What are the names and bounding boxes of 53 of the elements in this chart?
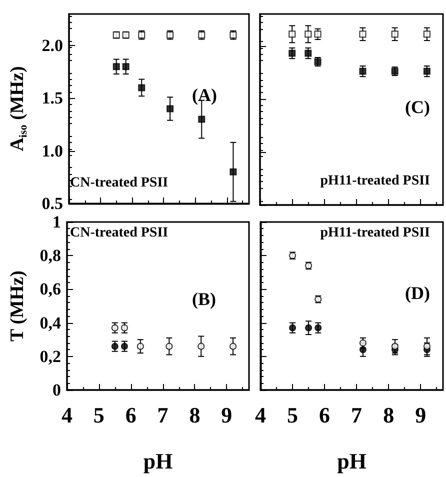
- y-tick-label: 1: [52, 212, 61, 232]
- y-tick-label: 2.0: [42, 36, 63, 56]
- point: [304, 30, 312, 38]
- y-tick-label: 1.0: [42, 141, 63, 160]
- x-tick-label: 9: [415, 402, 426, 428]
- point: [391, 30, 398, 38]
- point: [423, 30, 430, 38]
- y-tick-label: 0,2: [40, 346, 61, 366]
- x-tick-label: 8: [189, 402, 200, 428]
- x-tick-label: 7: [351, 402, 362, 428]
- point: [305, 324, 312, 332]
- x-axis-title: pH: [337, 448, 366, 474]
- point: [423, 68, 430, 75]
- x-tick-label: 4: [255, 402, 266, 428]
- x-tick-label: 9: [221, 402, 232, 428]
- point: [314, 324, 322, 332]
- annotation: (A): [192, 85, 217, 105]
- annotation: (C): [405, 97, 430, 117]
- point: [122, 63, 130, 70]
- annotation: CN-treated PSII: [70, 176, 168, 190]
- y-tick-label: 0: [52, 380, 61, 400]
- point: [288, 50, 296, 57]
- point: [359, 68, 366, 75]
- y-tick-label: 0,4: [40, 313, 62, 332]
- x-tick-label: 5: [287, 402, 298, 428]
- x-tick-label: 8: [383, 402, 394, 428]
- annotation: CN-treated PSII: [70, 226, 168, 240]
- y-axis-title: T (MHz): [7, 270, 28, 342]
- y-tick-label: 0,8: [40, 246, 61, 266]
- point: [198, 116, 206, 123]
- x-tick-label: 5: [93, 402, 104, 428]
- x-tick-label: 6: [125, 402, 136, 428]
- point: [288, 30, 296, 38]
- point: [112, 63, 120, 70]
- point: [289, 324, 296, 332]
- y-tick-label: 0.5: [42, 194, 63, 213]
- y-axis-title: Aiso (MHz): [7, 66, 30, 152]
- point: [230, 168, 237, 176]
- annotation: pH11-treated PSII: [320, 226, 430, 240]
- point: [359, 30, 366, 38]
- annotation: pH11-treated PSII: [320, 174, 430, 188]
- annotation: (D): [405, 283, 430, 303]
- point: [166, 105, 174, 112]
- x-tick-label: 6: [319, 402, 330, 428]
- y-tick-label: 1.5: [42, 88, 63, 108]
- x-tick-label: 4: [62, 402, 72, 428]
- x-axis-title: pH: [143, 448, 173, 474]
- y-tick-label: 0,6: [40, 280, 61, 299]
- annotation: (B): [192, 289, 216, 309]
- point: [138, 84, 146, 92]
- x-tick-label: 7: [157, 402, 168, 428]
- point: [314, 30, 322, 38]
- point: [304, 50, 312, 57]
